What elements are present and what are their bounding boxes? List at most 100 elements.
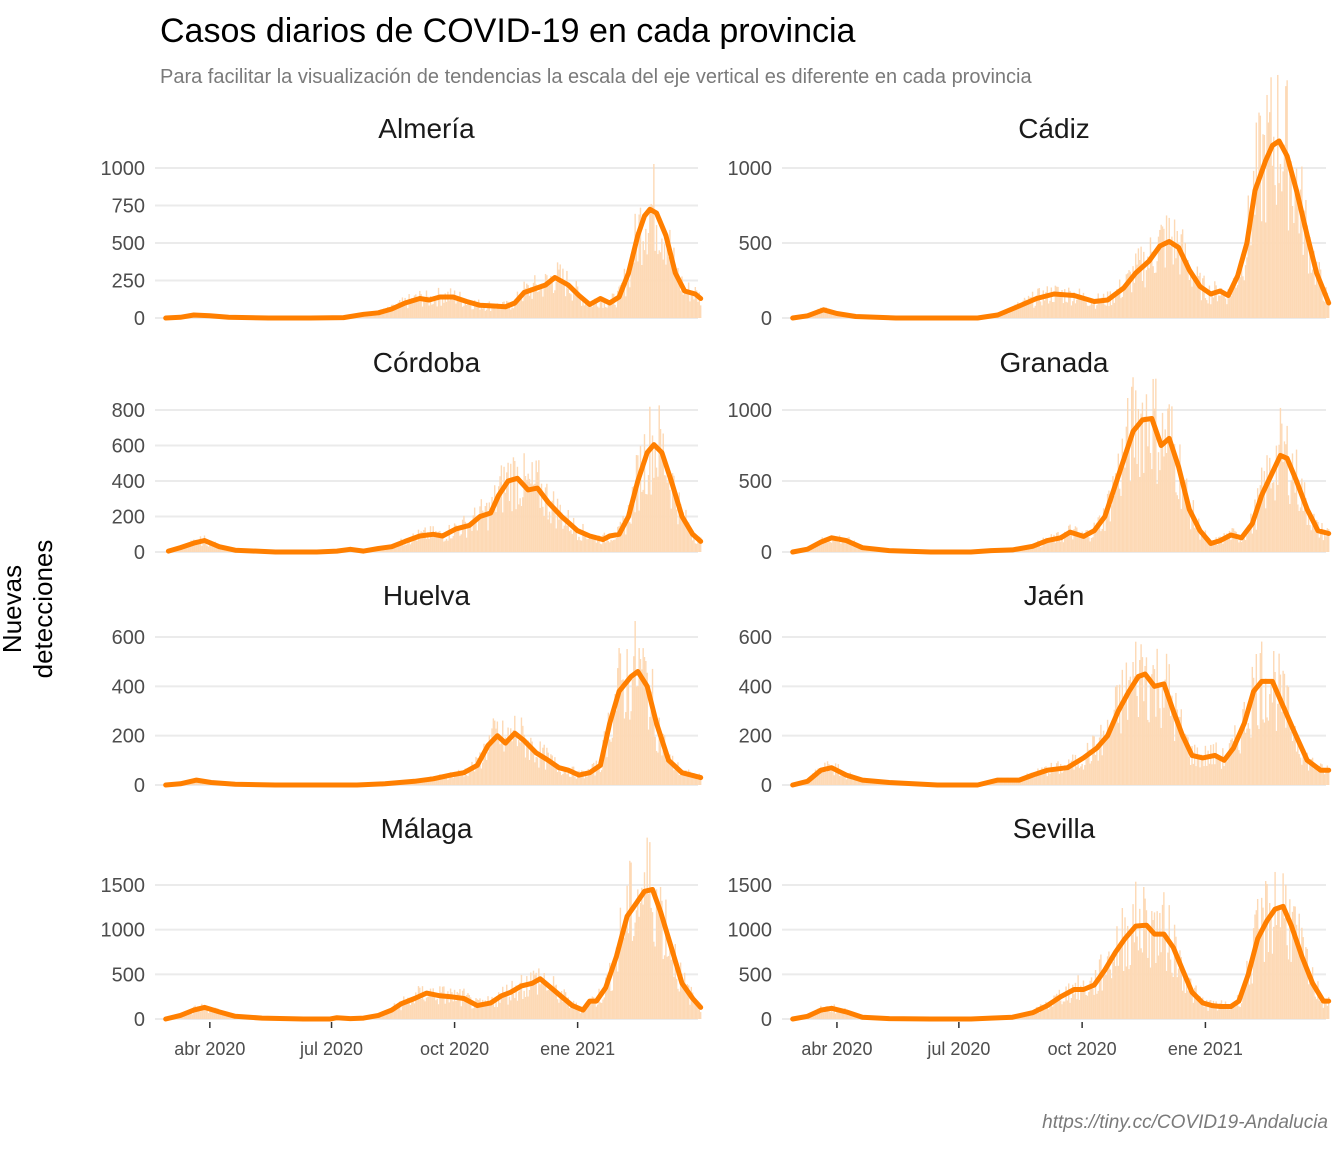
- daily-bar: [1049, 538, 1051, 552]
- daily-bar: [1322, 540, 1325, 552]
- daily-bar: [405, 544, 408, 552]
- daily-bar: [1265, 508, 1267, 552]
- daily-bar: [1319, 531, 1322, 552]
- y-tick-label: 200: [112, 726, 145, 748]
- daily-bar: [555, 281, 557, 318]
- daily-bar: [1185, 478, 1188, 552]
- daily-bar: [1133, 676, 1136, 785]
- daily-bar: [1120, 495, 1122, 552]
- daily-bar: [1039, 770, 1042, 785]
- trend-line: [790, 671, 1332, 788]
- daily-bar: [669, 939, 671, 1019]
- daily-bar: [1117, 965, 1120, 1019]
- daily-bar: [1030, 1014, 1032, 1019]
- daily-bar: [1059, 763, 1062, 785]
- daily-bar: [1219, 295, 1221, 318]
- daily-bar: [1116, 685, 1118, 785]
- daily-bar: [1157, 955, 1160, 1019]
- daily-bar: [613, 966, 615, 1019]
- daily-bar: [1317, 771, 1319, 785]
- daily-bar: [1153, 272, 1156, 318]
- daily-bar: [429, 988, 432, 1019]
- facet-title: Córdoba: [373, 347, 481, 378]
- daily-bar: [1301, 764, 1303, 785]
- daily-bar: [1285, 444, 1287, 552]
- daily-bar: [396, 545, 398, 552]
- daily-bar: [451, 774, 453, 785]
- daily-bar: [832, 1012, 834, 1019]
- daily-bar: [820, 544, 822, 552]
- daily-bar: [1275, 445, 1278, 552]
- daily-bar: [576, 540, 579, 552]
- daily-bar: [1277, 909, 1279, 1019]
- daily-bar: [1305, 947, 1307, 1019]
- daily-bar: [555, 984, 557, 1019]
- daily-bar: [491, 305, 493, 318]
- daily-bar: [584, 771, 587, 785]
- daily-bar: [1156, 648, 1158, 785]
- daily-bar: [564, 516, 567, 552]
- daily-bar: [633, 262, 635, 318]
- daily-bar: [653, 709, 655, 785]
- daily-bar: [222, 1012, 224, 1019]
- daily-bar: [860, 780, 862, 785]
- daily-bar: [587, 1001, 590, 1019]
- daily-bar: [683, 287, 686, 318]
- daily-bar: [551, 987, 553, 1019]
- daily-bar: [825, 540, 827, 552]
- y-tick-label: 1500: [728, 875, 773, 897]
- daily-bar: [1132, 904, 1134, 1019]
- daily-bar: [1189, 764, 1192, 785]
- daily-bar: [613, 708, 615, 785]
- daily-bar: [621, 523, 623, 552]
- daily-bar: [1279, 674, 1282, 785]
- daily-bar: [1131, 386, 1133, 552]
- daily-bar: [460, 1006, 462, 1019]
- daily-bar: [550, 985, 552, 1019]
- daily-bar: [649, 406, 651, 552]
- daily-bar: [211, 542, 214, 552]
- daily-bar: [639, 207, 642, 318]
- daily-bar: [1222, 290, 1224, 318]
- daily-bar: [1145, 910, 1148, 1019]
- daily-bar: [1224, 1001, 1227, 1019]
- daily-bar: [849, 1014, 852, 1019]
- daily-bar: [488, 301, 491, 318]
- daily-bar: [1192, 500, 1195, 552]
- daily-bar: [833, 775, 835, 785]
- y-tick-label: 0: [761, 1009, 772, 1031]
- daily-bar: [618, 526, 620, 552]
- daily-bar: [677, 988, 679, 1019]
- daily-bar: [654, 443, 656, 552]
- daily-bars: [793, 871, 1330, 1019]
- daily-bar: [548, 511, 551, 552]
- daily-bar: [567, 509, 569, 552]
- daily-bar: [1275, 204, 1278, 318]
- daily-bar: [495, 728, 497, 785]
- daily-bar: [202, 540, 204, 552]
- daily-bar: [1176, 709, 1178, 785]
- daily-bar: [1097, 760, 1099, 785]
- daily-bar: [1033, 773, 1035, 785]
- daily-bar: [1072, 539, 1074, 552]
- daily-bar: [1164, 429, 1166, 552]
- daily-bar: [465, 995, 468, 1019]
- daily-bar: [605, 307, 607, 318]
- daily-bar: [562, 1001, 564, 1019]
- daily-bar: [1184, 733, 1187, 785]
- daily-bar: [670, 257, 672, 318]
- daily-bar: [677, 268, 679, 318]
- daily-bar: [631, 940, 634, 1019]
- daily-bar: [193, 782, 195, 785]
- daily-bar: [419, 534, 421, 552]
- daily-bar: [481, 308, 484, 318]
- daily-bar: [1019, 550, 1022, 552]
- daily-bar: [1196, 526, 1199, 552]
- daily-bar: [1259, 115, 1262, 318]
- daily-bar: [413, 1003, 416, 1019]
- daily-bar: [1250, 513, 1252, 552]
- daily-bar: [1171, 695, 1173, 785]
- daily-bar: [423, 529, 425, 552]
- daily-bar: [832, 767, 834, 785]
- daily-bar: [1180, 709, 1182, 785]
